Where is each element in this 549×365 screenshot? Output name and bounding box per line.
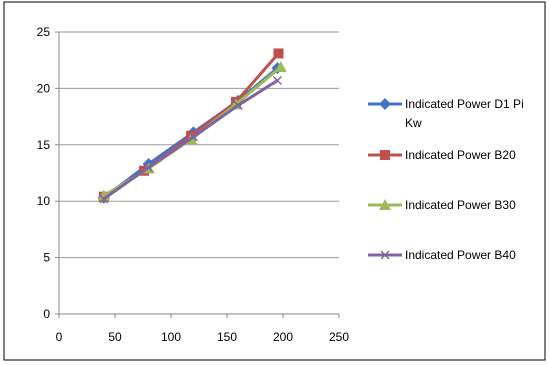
data-point-x-stroke bbox=[233, 100, 243, 110]
x-tick-label: 250 bbox=[329, 330, 349, 344]
x-tick-label: 50 bbox=[108, 330, 122, 344]
x-tick-label: 100 bbox=[161, 330, 181, 344]
x-tick-label: 0 bbox=[56, 330, 63, 344]
chart-border bbox=[3, 1, 546, 361]
y-tick-label: 10 bbox=[37, 194, 51, 208]
legend-item-0: Indicated Power D1 Pi Kw bbox=[368, 97, 524, 130]
data-point-x-stroke bbox=[380, 250, 390, 260]
data-point-square bbox=[380, 150, 390, 160]
data-point-x bbox=[233, 100, 243, 110]
legend-label: Indicated Power B40 bbox=[405, 248, 516, 262]
legend-label: Indicated Power D1 Pi bbox=[405, 97, 524, 111]
data-point-x-stroke bbox=[188, 132, 198, 142]
data-point-x-stroke bbox=[272, 75, 282, 86]
x-tick-label: 150 bbox=[217, 330, 237, 344]
series-1 bbox=[98, 48, 284, 202]
data-point-x bbox=[188, 132, 198, 142]
y-tick-label: 20 bbox=[37, 81, 51, 95]
data-point-x-stroke bbox=[99, 194, 109, 204]
y-tick-label: 5 bbox=[43, 251, 50, 265]
data-point-x bbox=[380, 250, 390, 260]
data-point-triangle bbox=[274, 60, 287, 72]
legend-label: Indicated Power B30 bbox=[405, 198, 516, 212]
legend-item-1: Indicated Power B20 bbox=[368, 148, 516, 162]
series-3 bbox=[99, 75, 282, 204]
data-point-x-stroke bbox=[144, 162, 154, 172]
legend-item-2: Indicated Power B30 bbox=[368, 198, 516, 212]
legend-label: Indicated Power B20 bbox=[405, 148, 516, 162]
data-point-x bbox=[144, 162, 154, 172]
data-point-diamond bbox=[379, 98, 391, 110]
data-point-x bbox=[272, 75, 282, 86]
legend-label: Kw bbox=[405, 116, 422, 130]
data-point-triangle bbox=[379, 199, 391, 210]
legend-item-3: Indicated Power B40 bbox=[368, 248, 516, 262]
y-tick-label: 25 bbox=[37, 25, 51, 39]
data-point-x bbox=[99, 194, 109, 204]
x-tick-label: 200 bbox=[273, 330, 293, 344]
y-tick-label: 15 bbox=[37, 138, 51, 152]
y-tick-label: 0 bbox=[43, 307, 50, 321]
data-point-square bbox=[273, 48, 284, 59]
series-line bbox=[102, 52, 280, 198]
